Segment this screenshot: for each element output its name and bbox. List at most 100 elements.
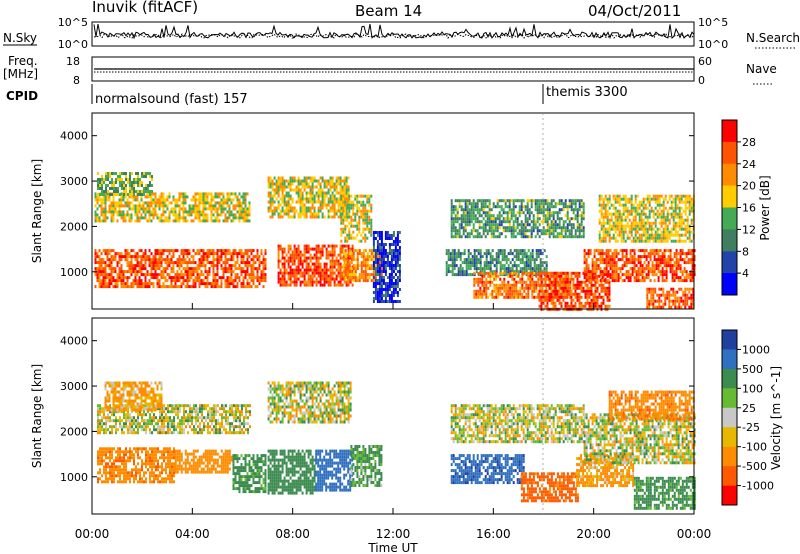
colorbar-segment <box>722 368 737 389</box>
x-tick-label: 16:00 <box>476 527 511 541</box>
colorbar-tick-label: 100 <box>742 382 763 395</box>
power-colorbar: 4 8 12 16 20 24 28 <box>721 119 756 296</box>
velocity-colorbar: 1000 500 100 25 -25 -100 -500 -1000 <box>721 329 774 506</box>
nsky-trace <box>93 24 695 40</box>
cpid-label: CPID <box>6 89 38 103</box>
x-tick-label: 00:00 <box>75 527 110 541</box>
colorbar-segment <box>722 273 737 296</box>
colorbar-tick-label: -100 <box>742 441 767 454</box>
heatmap-band <box>315 449 354 492</box>
nsearch-tick-bottom: 10^0 <box>698 38 728 51</box>
y-tick-label: 2000 <box>60 220 88 233</box>
colorbar-segment <box>722 251 737 274</box>
heatmap-band <box>174 449 233 474</box>
colorbar-tick-label: 16 <box>742 202 756 215</box>
heatmap-band <box>267 176 350 219</box>
nave-tick-top: 60 <box>698 55 712 68</box>
nsearch-tick-top: 10^5 <box>698 16 728 29</box>
heatmap-band <box>267 449 316 495</box>
velocity-heatmap: 1000 2000 3000 4000 <box>60 317 696 515</box>
heatmap-band <box>646 287 695 309</box>
heatmap-band <box>97 172 153 196</box>
colorbar-tick-label: 12 <box>742 223 756 236</box>
y-tick-label: 1000 <box>60 471 88 484</box>
y-tick-label: 3000 <box>60 380 88 393</box>
colorbar-segment <box>722 207 737 230</box>
heatmap-band <box>520 472 579 503</box>
heatmap-band <box>94 192 251 223</box>
time-axis: 00:00 04:00 08:00 12:00 16:00 20:00 00:00 <box>75 303 712 541</box>
freq-panel <box>91 56 695 82</box>
colorbar-segment <box>722 141 737 165</box>
heatmap-band <box>350 445 383 487</box>
power-ylabel: Slant Range [km] <box>30 159 44 263</box>
cpid-segment-1: themis 3300 <box>546 85 628 100</box>
date-title: 04/Oct/2011 <box>588 2 681 20</box>
heatmap-band <box>608 390 695 421</box>
cpid-segment-0: normalsound (fast) 157 <box>95 92 248 107</box>
colorbar-tick-label: 4 <box>742 267 749 280</box>
y-tick-label: 4000 <box>60 335 88 348</box>
time-axis-label: Time UT <box>367 541 418 554</box>
x-tick-label: 08:00 <box>275 527 310 541</box>
heatmap-band <box>94 249 267 289</box>
x-tick-label: 20:00 <box>576 527 611 541</box>
colorbar-tick-label: 500 <box>742 363 763 376</box>
colorbar-segment <box>722 330 737 350</box>
y-tick-label: 1000 <box>60 266 88 279</box>
heatmap-band <box>633 476 696 510</box>
x-tick-label: 00:00 <box>677 527 712 541</box>
heatmap-band <box>450 454 525 485</box>
nsky-panel <box>91 21 695 47</box>
colorbar-tick-label: -25 <box>742 421 760 434</box>
colorbar-tick-label: 8 <box>742 245 749 258</box>
heatmap-band <box>232 454 267 494</box>
heatmap-band <box>450 199 585 239</box>
heatmap-band <box>583 249 696 283</box>
colorbar-tick-label: 20 <box>742 180 756 193</box>
colorbar-segment <box>722 388 737 408</box>
freq-label: Freq. <box>8 54 38 68</box>
power-colorbar-label: Power [dB] <box>758 175 772 240</box>
freq-tick-bottom: 8 <box>73 74 80 87</box>
freq-unit: [MHz] <box>3 67 38 81</box>
colorbar-tick-label: 25 <box>742 402 756 415</box>
nsky-tick-top: 10^5 <box>58 16 88 29</box>
colorbar-segment <box>722 163 737 186</box>
heatmap-band <box>598 194 695 243</box>
heatmap-band <box>583 413 696 465</box>
power-heatmap: 1000 2000 3000 4000 <box>60 112 696 311</box>
station-title: Inuvik (fitACF) <box>92 0 198 16</box>
freq-tick-top: 18 <box>66 55 80 68</box>
y-tick-label: 3000 <box>60 175 88 188</box>
colorbar-segment <box>722 229 737 252</box>
colorbar-segment <box>722 466 737 486</box>
colorbar-segment <box>722 407 737 428</box>
colorbar-segment <box>722 485 737 506</box>
heatmap-band <box>450 404 585 444</box>
colorbar-tick-label: -1000 <box>742 480 774 493</box>
velocity-cells <box>97 381 696 510</box>
power-cells <box>94 172 696 311</box>
x-tick-label: 12:00 <box>376 527 411 541</box>
colorbar-segment <box>722 120 737 143</box>
heatmap-band <box>97 447 175 484</box>
beam-title: Beam 14 <box>355 2 422 20</box>
colorbar-segment <box>722 427 737 447</box>
colorbar-tick-label: -500 <box>742 460 767 473</box>
colorbar-segment <box>722 349 737 370</box>
velocity-colorbar-label: Velocity [m s^-1] <box>769 366 783 470</box>
colorbar-tick-label: 28 <box>742 136 756 149</box>
colorbar-tick-label: 1000 <box>742 343 770 356</box>
nsearch-trace <box>93 33 695 40</box>
nave-label: Nave <box>746 62 777 76</box>
velocity-ylabel: Slant Range [km] <box>30 364 44 468</box>
nave-tick-bottom: 0 <box>698 74 705 87</box>
nsky-label: N.Sky <box>3 31 37 45</box>
heatmap-band <box>104 381 163 412</box>
colorbar-segment <box>722 185 737 208</box>
colorbar-segment <box>722 446 737 467</box>
nsky-tick-bottom: 10^0 <box>58 38 88 51</box>
heatmap-band <box>340 194 373 243</box>
